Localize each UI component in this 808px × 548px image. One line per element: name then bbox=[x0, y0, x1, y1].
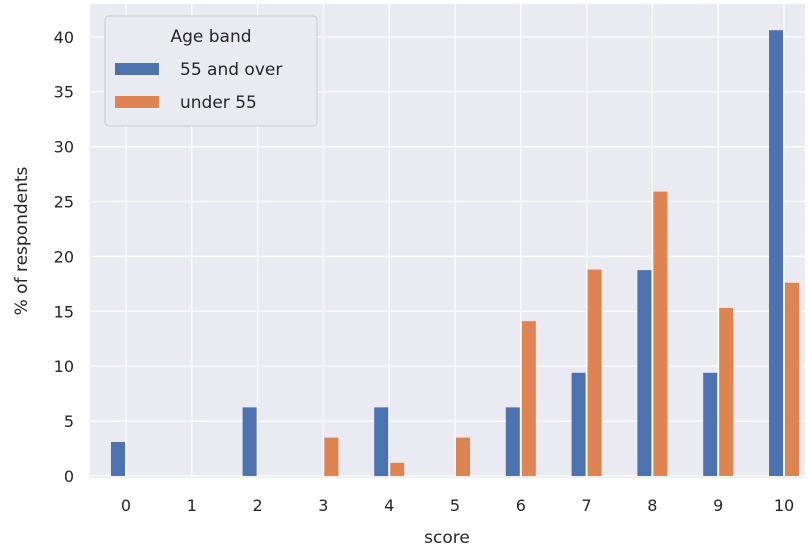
y-tick-label: 25 bbox=[54, 193, 74, 212]
y-tick-label: 5 bbox=[64, 412, 74, 431]
x-axis-label: score bbox=[424, 528, 470, 548]
bar-55-and-over-8 bbox=[637, 270, 652, 476]
bar-55-and-over-10 bbox=[769, 30, 783, 476]
bar-under-55-3 bbox=[324, 437, 339, 476]
legend-swatch-under-55 bbox=[115, 96, 159, 108]
x-tick-label: 6 bbox=[516, 496, 526, 515]
bar-under-55-10 bbox=[785, 282, 799, 476]
bar-55-and-over-4 bbox=[374, 407, 389, 476]
bar-under-55-9 bbox=[719, 308, 734, 476]
bar-55-and-over-9 bbox=[703, 372, 718, 476]
x-tick-label: 2 bbox=[253, 496, 263, 515]
x-tick-label: 4 bbox=[384, 496, 394, 515]
legend-swatch-55-and-over bbox=[115, 63, 159, 75]
x-tick-label: 1 bbox=[187, 496, 197, 515]
bar-55-and-over-2 bbox=[242, 407, 257, 476]
bar-under-55-6 bbox=[521, 321, 536, 476]
x-tick-label: 9 bbox=[713, 496, 723, 515]
bars bbox=[111, 30, 799, 477]
x-tick-label: 10 bbox=[774, 496, 794, 515]
bar-under-55-5 bbox=[456, 437, 470, 476]
y-tick-label: 35 bbox=[54, 83, 74, 102]
y-tick-labels: 0 5 10 15 20 25 30 35 40 bbox=[54, 28, 74, 486]
legend-label-under-55: under 55 bbox=[180, 93, 257, 113]
x-tick-label: 0 bbox=[121, 496, 131, 515]
legend: Age band 55 and over under 55 bbox=[104, 15, 318, 127]
x-tick-label: 7 bbox=[582, 496, 592, 515]
y-axis-label: % of respondents bbox=[12, 166, 32, 315]
y-tick-label: 40 bbox=[54, 28, 74, 47]
y-tick-label: 15 bbox=[54, 302, 74, 321]
bar-55-and-over-0 bbox=[111, 441, 125, 476]
y-tick-label: 0 bbox=[64, 467, 74, 486]
x-tick-label: 3 bbox=[318, 496, 328, 515]
bar-55-and-over-7 bbox=[571, 372, 586, 476]
y-tick-label: 10 bbox=[54, 357, 74, 376]
x-tick-label: 8 bbox=[647, 496, 657, 515]
y-tick-label: 20 bbox=[54, 247, 74, 266]
legend-label-55-and-over: 55 and over bbox=[180, 60, 282, 80]
bar-under-55-4 bbox=[390, 462, 405, 476]
y-tick-label: 30 bbox=[54, 138, 74, 157]
bar-under-55-8 bbox=[653, 191, 668, 477]
x-tick-labels: 0 1 2 3 4 5 6 7 8 9 10 bbox=[121, 496, 794, 515]
legend-title: Age band bbox=[170, 27, 251, 47]
bar-55-and-over-6 bbox=[505, 407, 520, 476]
bar-under-55-7 bbox=[587, 269, 602, 476]
x-tick-label: 5 bbox=[450, 496, 460, 515]
